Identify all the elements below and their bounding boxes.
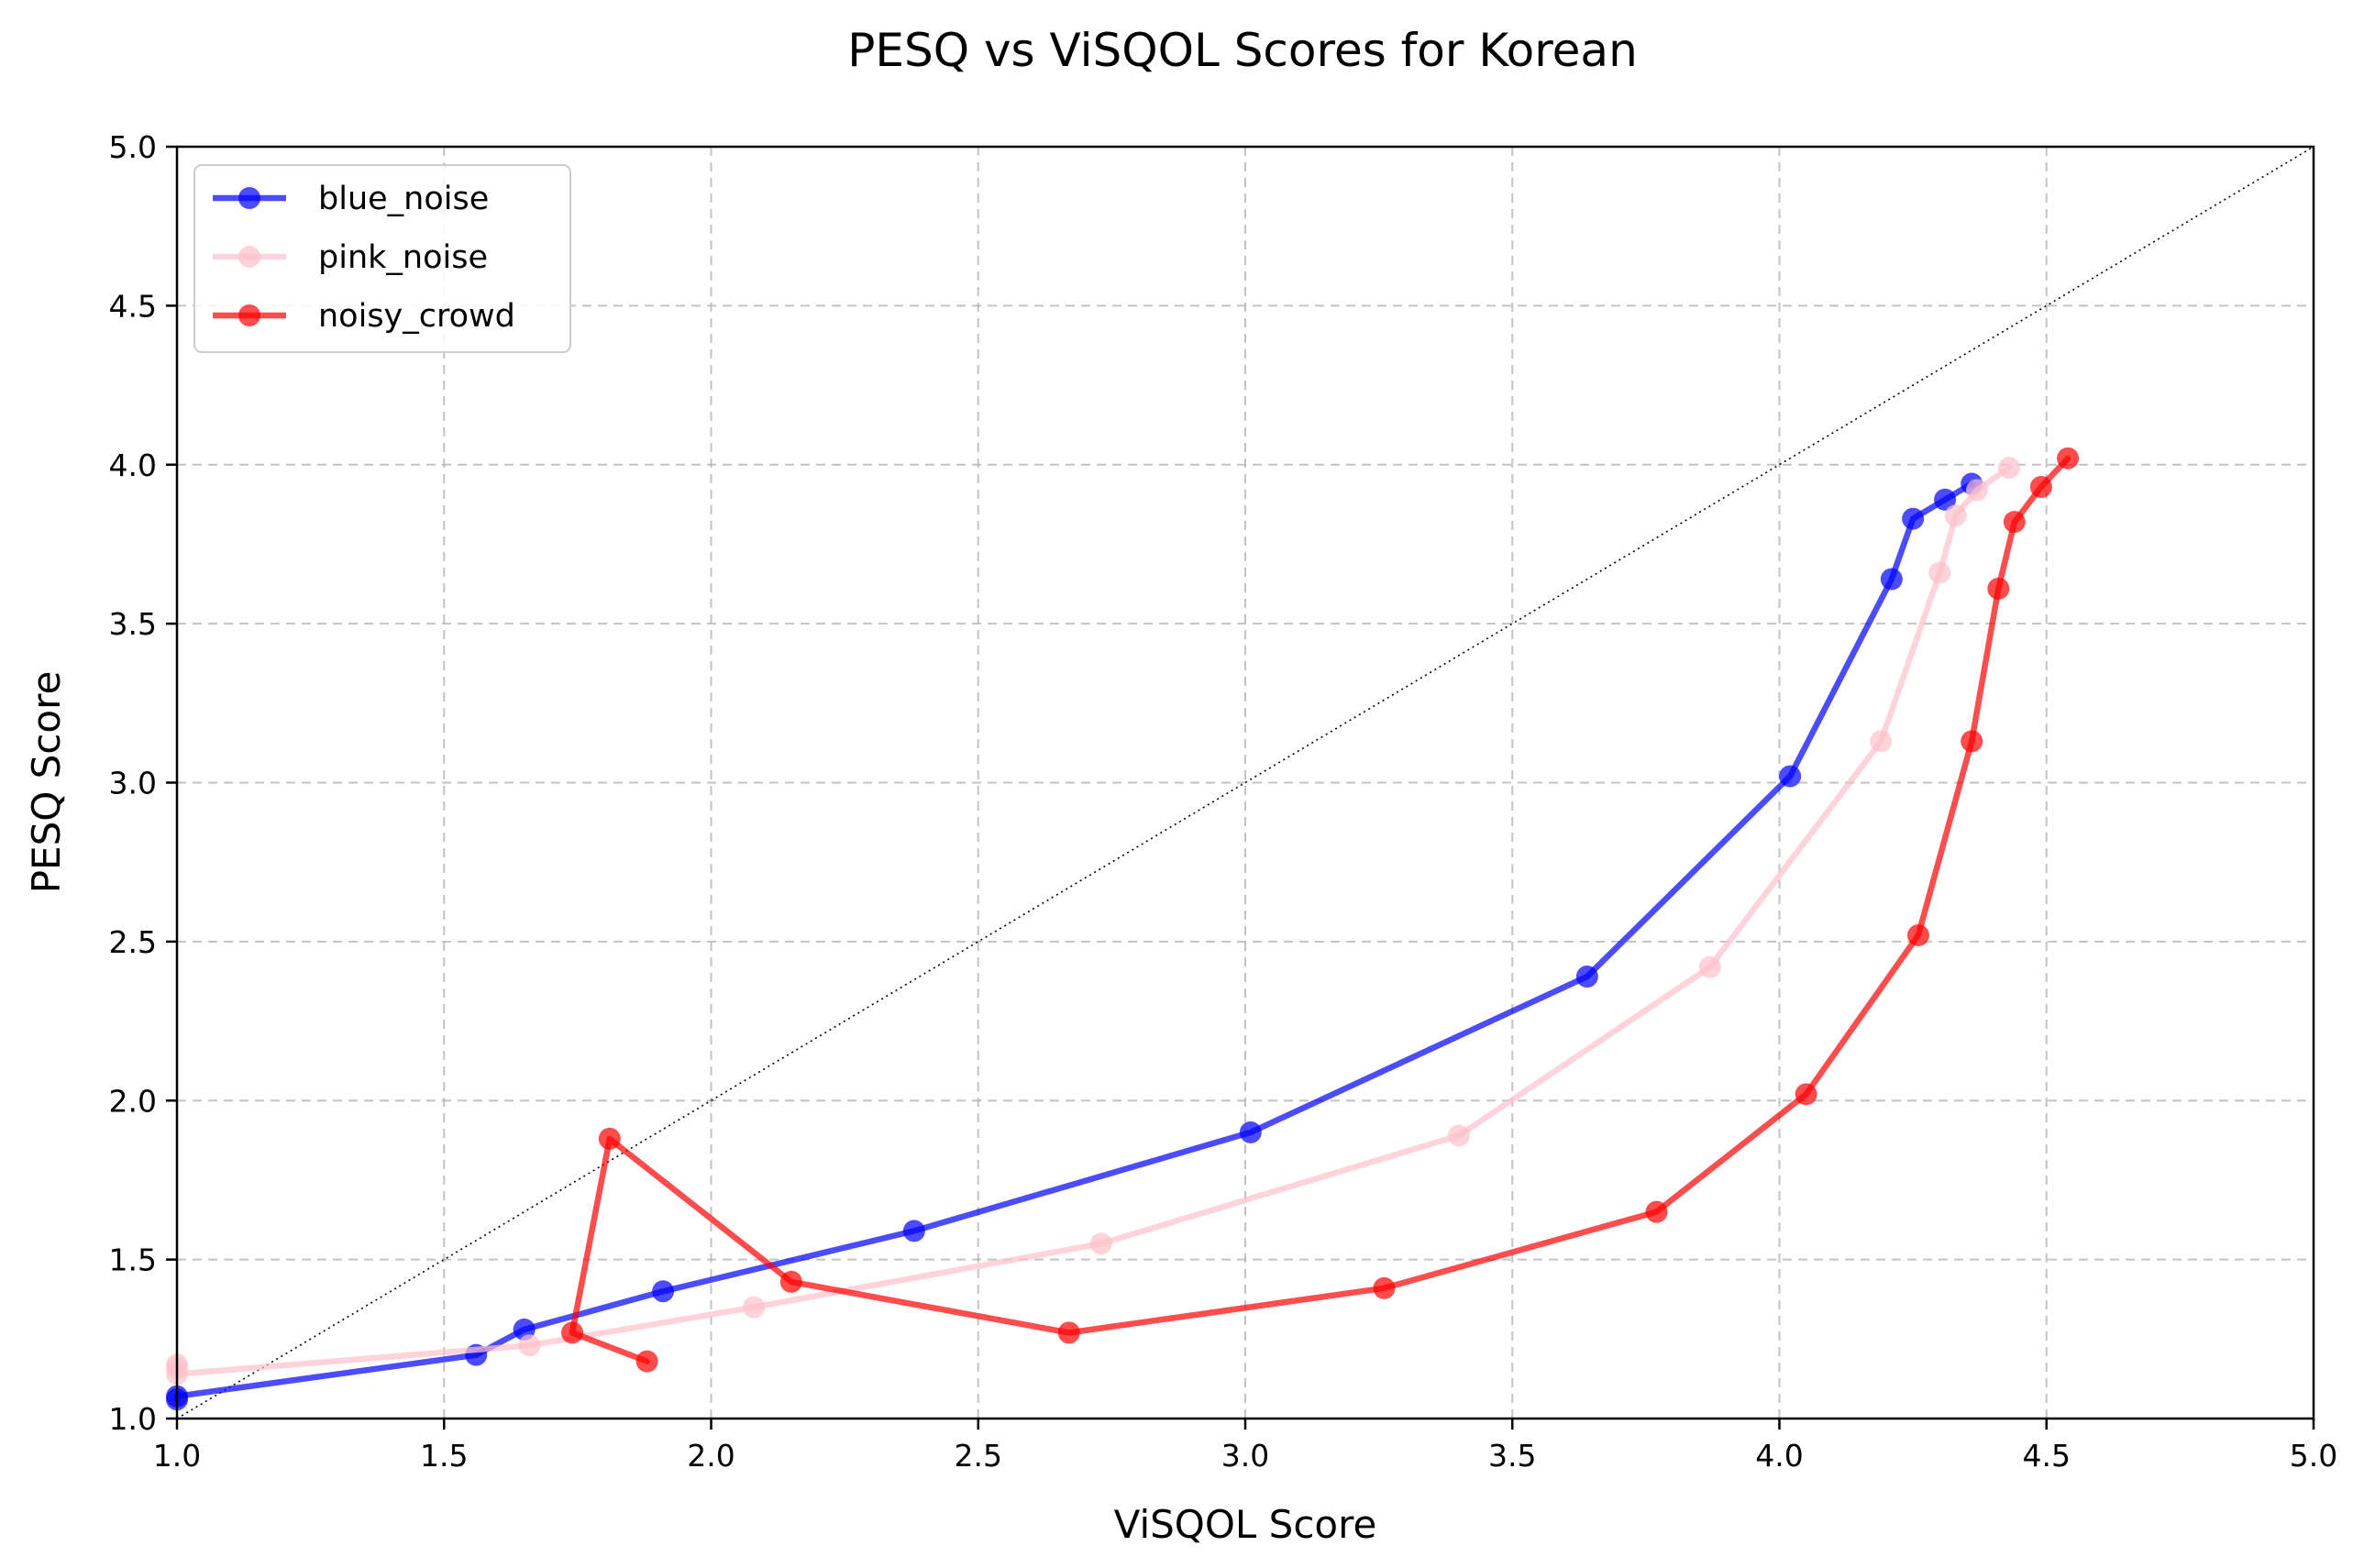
legend-label: blue_noise: [318, 181, 489, 217]
data-point: [561, 1321, 584, 1344]
data-point: [1779, 765, 1802, 788]
data-point: [1997, 457, 2020, 480]
data-point: [1698, 955, 1721, 978]
data-point: [779, 1270, 802, 1293]
y-tick-label: 4.5: [109, 288, 157, 324]
legend-swatch-marker: [238, 246, 260, 268]
data-point: [1966, 479, 1989, 502]
x-tick-label: 1.5: [420, 1438, 468, 1474]
data-point: [598, 1127, 621, 1150]
data-point: [1906, 923, 1929, 946]
series-line: [569, 455, 2071, 1364]
data-point: [652, 1280, 675, 1303]
legend-item: pink_noise: [213, 239, 488, 276]
legend-swatch-marker: [238, 187, 260, 209]
data-point: [1987, 577, 2010, 600]
data-point: [743, 1296, 766, 1319]
y-tick-label: 3.5: [109, 606, 157, 642]
x-tick-label: 4.0: [1755, 1438, 1803, 1474]
x-axis-ticks: 1.0 1.5 2.0 2.5 3.0 3.5 4.0 4.5 5.0: [153, 1419, 2337, 1474]
legend-item: blue_noise: [213, 181, 489, 217]
y-tick-label: 4.0: [109, 447, 157, 483]
data-point: [1645, 1200, 1668, 1223]
reference-diagonal: [176, 146, 2314, 1419]
data-point: [1795, 1083, 1817, 1106]
y-tick-label: 3.0: [109, 766, 157, 801]
x-tick-label: 2.5: [955, 1438, 1002, 1474]
data-point: [2057, 447, 2080, 469]
data-point: [1057, 1321, 1080, 1344]
data-point: [1928, 561, 1951, 584]
data-point: [1934, 488, 1957, 511]
x-tick-label: 2.0: [687, 1438, 735, 1474]
legend-box: [193, 164, 571, 353]
data-point: [1902, 507, 1925, 530]
x-tick-label: 3.5: [1488, 1438, 1536, 1474]
data-point: [1239, 1121, 1262, 1143]
reference-diagonal-line: [176, 146, 2314, 1419]
y-tick-label: 2.0: [109, 1083, 157, 1119]
x-tick-label: 3.0: [1221, 1438, 1269, 1474]
legend-label: pink_noise: [318, 239, 488, 276]
x-tick-label: 4.5: [2023, 1438, 2071, 1474]
data-point: [1944, 504, 1967, 527]
y-tick-label: 1.0: [109, 1401, 157, 1437]
data-point: [1961, 730, 1983, 753]
data-point: [1575, 966, 1598, 988]
data-point: [1880, 568, 1903, 591]
series-layer: [166, 447, 2080, 1411]
data-point: [902, 1220, 925, 1242]
y-tick-label: 5.0: [109, 129, 157, 165]
data-point: [2003, 511, 2026, 534]
legend-item: noisy_crowd: [213, 298, 515, 335]
data-point: [1373, 1276, 1396, 1299]
data-point: [1448, 1124, 1470, 1147]
legend-label: noisy_crowd: [318, 298, 515, 335]
x-tick-label: 5.0: [2290, 1438, 2337, 1474]
x-tick-label: 1.0: [153, 1438, 201, 1474]
legend-swatch-marker: [238, 304, 260, 326]
series-noisy-crowd: [561, 447, 2080, 1373]
data-point: [2029, 476, 2052, 499]
series-blue-noise: [166, 472, 1983, 1411]
data-point: [635, 1350, 658, 1373]
y-axis-label: PESQ Score: [24, 671, 69, 894]
chart-title: PESQ vs ViSQOL Scores for Korean: [847, 24, 1638, 77]
data-point: [1089, 1232, 1112, 1255]
x-axis-label: ViSQOL Score: [1114, 1502, 1377, 1547]
data-point: [518, 1334, 541, 1357]
legend: blue_noise pink_noise noisy_crowd: [193, 164, 571, 353]
y-tick-label: 1.5: [109, 1242, 157, 1278]
y-axis-ticks: 1.0 1.5 2.0 2.5 3.0 3.5 4.0 4.5 5.0: [109, 129, 177, 1437]
data-point: [1870, 730, 1893, 753]
y-tick-label: 2.5: [109, 924, 157, 960]
